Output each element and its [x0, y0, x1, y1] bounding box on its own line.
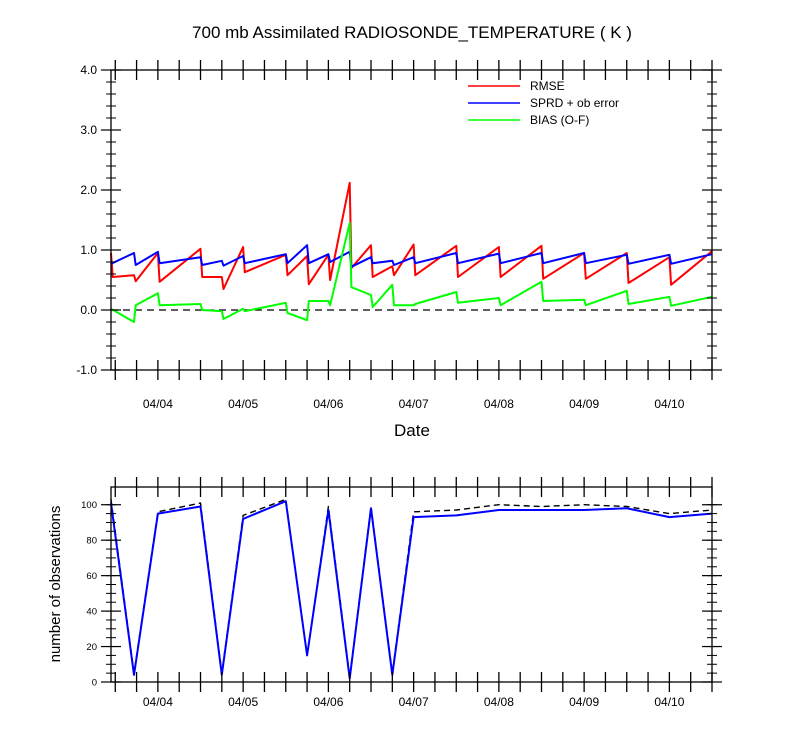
legend-label-rmse: RMSE [530, 79, 565, 93]
chart-title: 700 mb Assimilated RADIOSONDE_TEMPERATUR… [192, 23, 632, 42]
x-tick-label: 04/06 [313, 695, 343, 709]
x-tick-label: 04/04 [143, 397, 173, 411]
y-tick-label: 20 [86, 642, 97, 653]
series-line-bias-o-f [110, 222, 713, 323]
bottom-y-tick-labels: 0 20 40 60 80 100 [81, 500, 97, 688]
y-tick-label: 3.0 [80, 123, 97, 137]
y-tick-label: 1.0 [80, 243, 97, 257]
y-tick-label: 40 [86, 607, 97, 618]
x-tick-label: 04/05 [228, 695, 258, 709]
bottom-tick-marks [101, 477, 722, 692]
y-axis-title: number of observations [47, 506, 64, 663]
x-tick-label: 04/05 [228, 397, 258, 411]
top-series-group [110, 181, 713, 323]
legend-label-sprd: SPRD + ob error [530, 96, 619, 110]
legend: RMSE SPRD + ob error BIAS (O-F) [468, 79, 619, 127]
y-tick-label: 80 [86, 536, 97, 547]
x-tick-label: 04/08 [484, 397, 514, 411]
legend-label-bias: BIAS (O-F) [530, 113, 589, 127]
bottom-x-tick-labels: 04/04 04/05 04/06 04/07 04/08 04/09 04/1… [143, 695, 685, 709]
x-tick-label: 04/06 [313, 397, 343, 411]
x-tick-label: 04/04 [143, 695, 173, 709]
y-tick-label: 60 [86, 571, 97, 582]
y-tick-label: 0 [92, 678, 97, 689]
x-tick-label: 04/07 [399, 695, 429, 709]
y-tick-label: 0.0 [80, 303, 97, 317]
top-plot-frame [110, 69, 713, 371]
y-tick-label: 2.0 [80, 183, 97, 197]
x-tick-label: 04/08 [484, 695, 514, 709]
y-tick-label: -1.0 [76, 363, 97, 377]
x-tick-label: 04/09 [569, 695, 599, 709]
bottom-series-group [110, 498, 713, 680]
y-tick-label: 4.0 [80, 63, 97, 77]
x-tick-label: 04/10 [654, 695, 684, 709]
x-tick-label: 04/09 [569, 397, 599, 411]
top-tick-marks [101, 60, 722, 380]
top-x-tick-labels: 04/04 04/05 04/06 04/07 04/08 04/09 04/1… [143, 397, 685, 411]
x-tick-label: 04/10 [654, 397, 684, 411]
series-line-sprd-ob-error [110, 244, 713, 268]
series-line-rmse [110, 181, 713, 290]
x-axis-title: Date [394, 421, 430, 440]
y-tick-label: 100 [81, 500, 97, 511]
series-line-used [110, 500, 713, 680]
x-tick-label: 04/07 [399, 397, 429, 411]
top-y-tick-labels: -1.0 0.0 1.0 2.0 3.0 4.0 [76, 63, 97, 377]
